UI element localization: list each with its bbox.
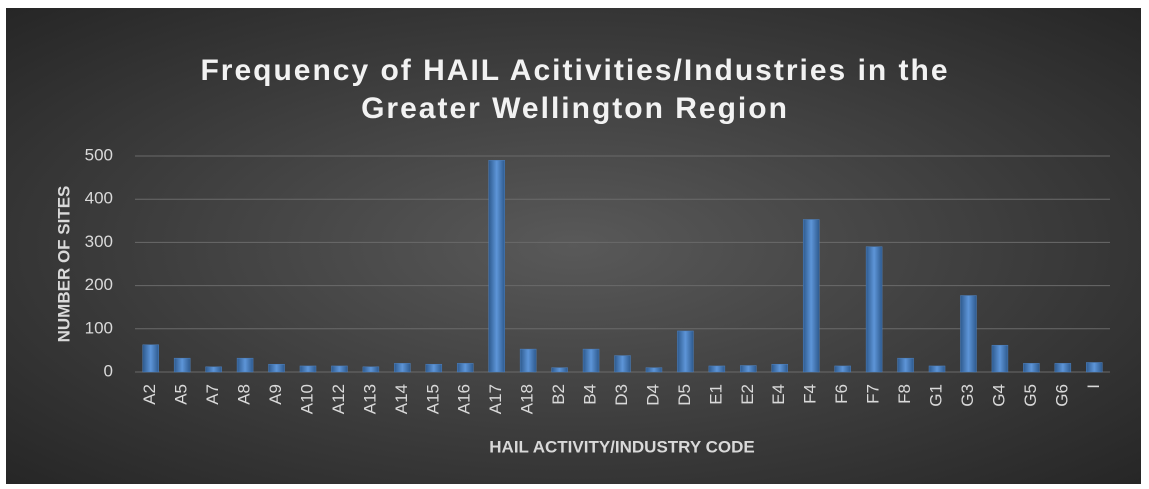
x-tick-label: A8 (235, 384, 254, 405)
bar (1023, 363, 1040, 373)
x-tick-label: A10 (297, 384, 316, 414)
y-tick-label: 500 (85, 145, 113, 164)
bar (1086, 362, 1103, 373)
bar (236, 357, 254, 373)
bar (865, 246, 883, 373)
x-tick-label: A13 (360, 384, 379, 414)
bar (740, 365, 757, 373)
bar (991, 344, 1009, 373)
x-tick-label: A9 (266, 384, 285, 405)
bar (645, 367, 663, 373)
bar (394, 363, 411, 373)
bar (802, 219, 820, 373)
x-tick-label: G3 (958, 384, 977, 407)
x-tick-label: I (1084, 384, 1103, 389)
y-tick-label: 200 (85, 275, 113, 294)
y-tick-label: 300 (85, 232, 113, 251)
bar (142, 344, 159, 373)
bar (834, 365, 851, 373)
x-tick-label: A12 (329, 384, 348, 414)
x-tick-label: G5 (1021, 384, 1040, 407)
bar (331, 365, 348, 373)
x-tick-label: A7 (203, 384, 222, 405)
x-tick-label: E4 (769, 384, 788, 405)
x-tick-label: A14 (392, 384, 411, 414)
chart-area (6, 8, 1141, 484)
x-tick-label: E1 (706, 384, 725, 405)
x-tick-label: D4 (643, 384, 662, 406)
x-tick-label: F7 (864, 384, 883, 404)
bar (1054, 363, 1072, 373)
bar (488, 160, 505, 373)
x-tick-label: F4 (801, 384, 820, 404)
y-axis-label: NUMBER OF SITES (54, 186, 73, 343)
bar (299, 365, 317, 373)
bar (614, 355, 631, 373)
bar (771, 363, 789, 373)
bar (960, 295, 977, 373)
x-tick-label: G4 (989, 384, 1008, 407)
x-tick-label: A16 (455, 384, 474, 414)
bar (928, 365, 946, 373)
bar (425, 363, 443, 373)
bar (582, 348, 600, 373)
bar (362, 366, 380, 373)
bar (268, 363, 285, 373)
x-tick-label: G6 (1052, 384, 1071, 407)
y-tick-label: 0 (104, 361, 113, 380)
x-tick-label: B2 (549, 384, 568, 405)
x-axis-label: HAIL ACTIVITY/INDUSTRY CODE (489, 437, 754, 456)
x-tick-label: A2 (140, 384, 159, 405)
x-tick-label: F6 (832, 384, 851, 404)
x-tick-label: A17 (486, 384, 505, 414)
bar (897, 357, 914, 373)
x-tick-label: A5 (172, 384, 191, 405)
x-tick-label: D5 (675, 384, 694, 406)
bar (456, 363, 474, 373)
bar (519, 348, 537, 373)
x-tick-label: A18 (518, 384, 537, 414)
chart-title: Frequency of HAIL Acitivities/Industries… (200, 54, 950, 125)
y-tick-label: 400 (85, 189, 113, 208)
bar (173, 357, 191, 373)
x-tick-label: F8 (895, 384, 914, 404)
bar (708, 365, 726, 373)
bar (677, 330, 694, 373)
bar (551, 367, 568, 373)
bar (205, 366, 222, 373)
x-tick-label: A15 (423, 384, 442, 414)
y-tick-label: 100 (85, 318, 113, 337)
x-tick-label: B4 (581, 384, 600, 405)
x-tick-label: D3 (612, 384, 631, 406)
x-tick-label: G1 (927, 384, 946, 407)
x-tick-label: E2 (738, 384, 757, 405)
